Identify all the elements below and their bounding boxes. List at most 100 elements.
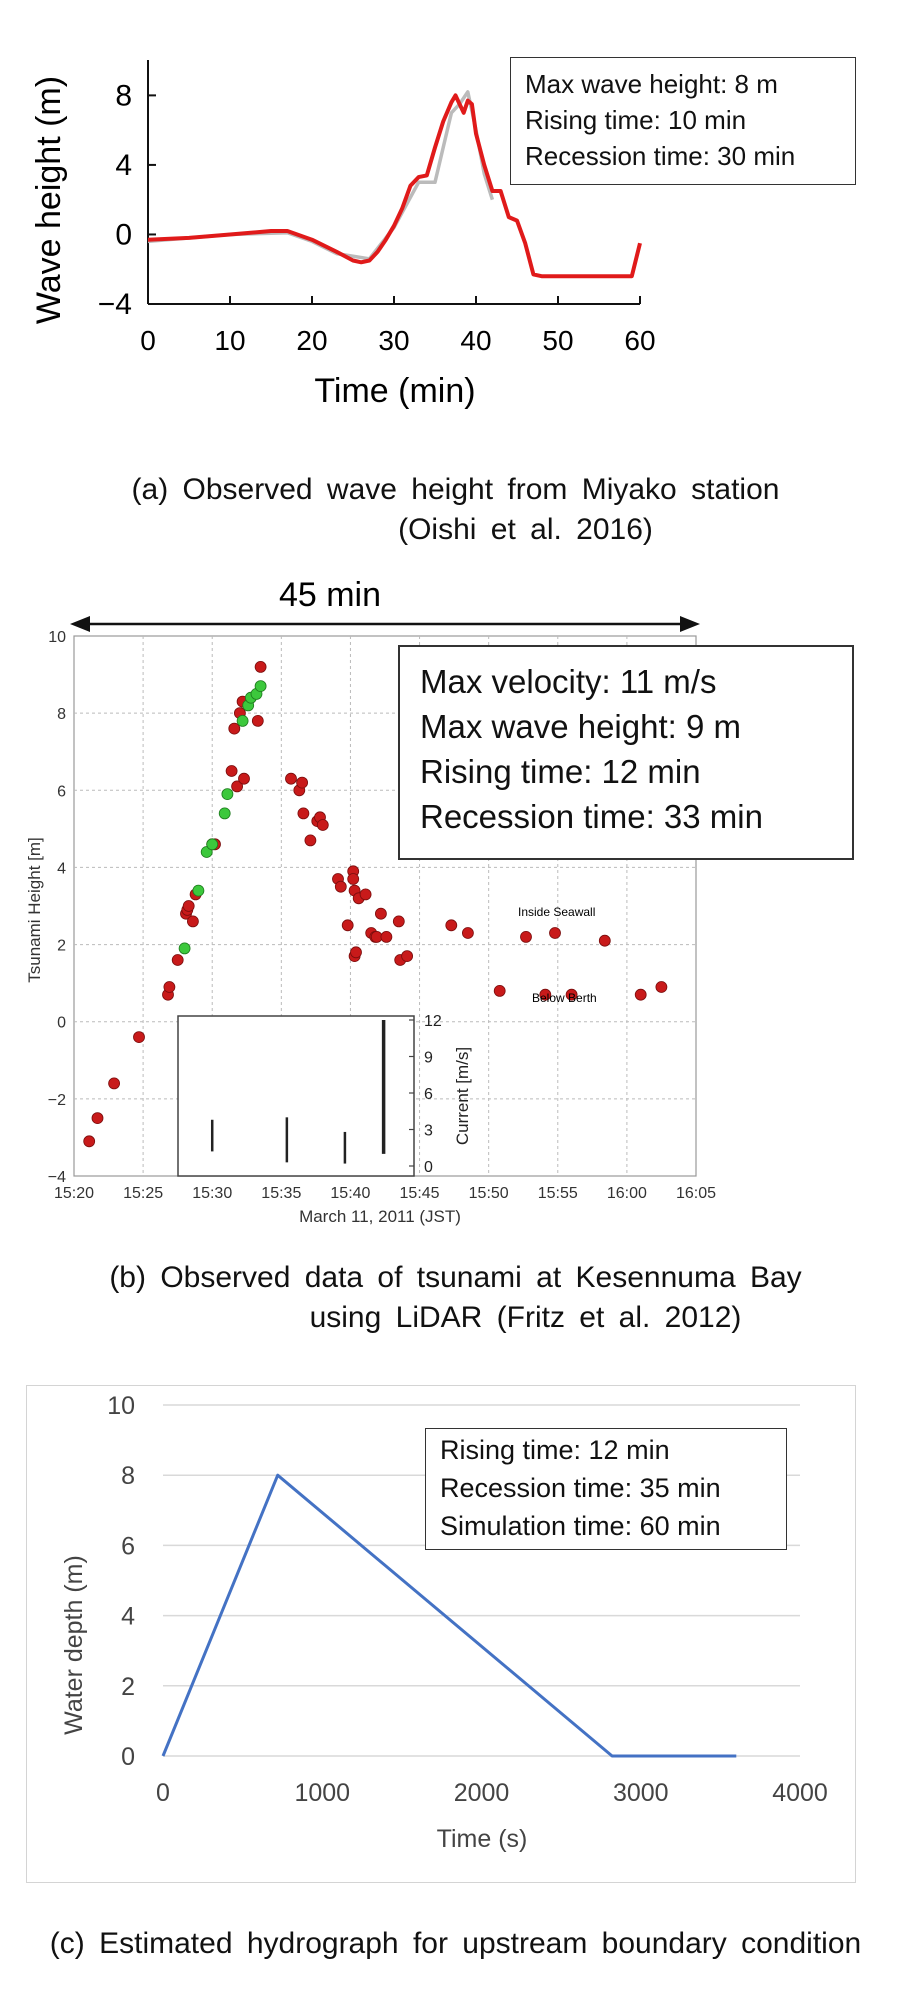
chart-a-grey-series-line: [147, 90, 495, 261]
chart-a-x-tick-label: 30: [378, 325, 409, 356]
red-data-point: [254, 661, 267, 673]
chart-c-y-tick-label: 4: [121, 1603, 135, 1631]
chart-c-x-tick-label: 3000: [613, 1779, 669, 1807]
chart-a-y-tick-label: 0: [115, 218, 132, 251]
red-data-point: [186, 915, 199, 928]
red-data-point: [228, 722, 241, 735]
red-data-point: [461, 927, 474, 939]
chart-c-hydrograph-line: [161, 1473, 737, 1758]
chart-c-x-tick-label: 4000: [772, 1779, 828, 1807]
green-data-point: [206, 838, 219, 851]
red-data-point: [316, 819, 329, 831]
red-data-point: [334, 880, 347, 893]
green-data-point: [192, 884, 205, 897]
chart-b-x-tick-label: 15:25: [123, 1185, 163, 1202]
inset-y-tick-label: 0: [424, 1159, 433, 1176]
chart-b-y-label: Tsunami Height [m]: [25, 837, 44, 983]
red-data-point: [445, 919, 458, 932]
chart-b-x-tick-label: 15:50: [469, 1185, 509, 1202]
red-data-point: [83, 1135, 96, 1148]
red-data-point: [225, 765, 238, 777]
red-data-point: [171, 954, 184, 966]
green-data-point: [178, 942, 191, 955]
chart-c-hydrograph: 10 8 6 4 2 00 1000 2000 3000 4000 Water depth (m)…: [60, 1392, 828, 1853]
chart-b-info-line: Recession time: 33 min: [420, 798, 763, 835]
red-data-point: [163, 981, 176, 993]
chart-a-y-tick-label: 8: [115, 79, 132, 112]
chart-a-y-tick-label: −4: [98, 288, 132, 321]
red-data-point: [251, 714, 264, 727]
red-data-point: [238, 772, 250, 785]
chart-c-y-tick-label: 8: [121, 1462, 135, 1490]
region-label-inside-seawall: Inside Seawall: [518, 905, 595, 919]
red-data-point: [231, 780, 244, 793]
red-data-point: [296, 776, 309, 789]
chart-c-x-tick-label: 1000: [294, 1779, 350, 1807]
chart-a-info-line: Max wave height: 8 m: [525, 69, 778, 99]
chart-a-x-tick-label: 60: [624, 325, 655, 356]
chart-c-y-tick-label: 6: [121, 1532, 135, 1560]
chart-b-x-tick-label: 15:35: [261, 1185, 301, 1202]
chart-c-info-line: Simulation time: 60 min: [440, 1511, 721, 1541]
inset-y-tick-label: 6: [424, 1086, 433, 1103]
current-inset-frame: [177, 1015, 415, 1177]
chart-b-x-tick-label: 15:40: [330, 1185, 370, 1202]
chart-a-x-tick-label: 20: [296, 325, 327, 356]
chart-a-y-tick-label: 4: [115, 149, 132, 182]
red-data-point: [493, 984, 506, 997]
red-data-point: [350, 946, 362, 959]
chart-b-y-tick-label: −4: [48, 1169, 66, 1186]
red-data-point: [401, 950, 414, 963]
chart-a-info-line: Recession time: 30 min: [525, 141, 796, 171]
chart-b-info-line: Max velocity: 11 m/s: [420, 663, 717, 700]
red-data-point: [304, 834, 317, 847]
chart-c-y-tick-label: 2: [121, 1673, 135, 1701]
chart-b-x-tick-label: 15:45: [400, 1185, 440, 1202]
chart-c-info-box: Rising time: 12 min Recession time: 35 m…: [425, 1428, 787, 1550]
red-data-point: [634, 988, 647, 1001]
red-data-point: [565, 988, 578, 1001]
chart-b-y-tick-label: 6: [57, 783, 66, 800]
chart-c-y-label: Water depth (m): [60, 1555, 88, 1735]
caption-b-line2: using LiDAR (Fritz et al. 2012): [309, 1301, 742, 1334]
duration-arrow: [70, 616, 700, 632]
chart-b-x-tick-label: 15:20: [54, 1185, 94, 1202]
red-data-point: [341, 919, 354, 932]
green-data-point: [221, 788, 234, 801]
chart-b-y-tick-label: 8: [57, 706, 66, 723]
red-data-point: [359, 888, 372, 901]
red-data-point: [297, 807, 310, 820]
red-data-point: [285, 772, 297, 785]
red-data-point: [133, 1031, 145, 1044]
inset-y-label: Current [m/s]: [453, 1047, 472, 1145]
red-data-point: [392, 915, 405, 928]
chart-b-y-tick-label: 2: [57, 938, 66, 955]
chart-a-x-tick-label: 0: [140, 325, 156, 356]
region-label-below-berth: Below Berth: [532, 991, 597, 1005]
caption-a-line1: (a) Observed wave height from Miyako sta…: [131, 473, 780, 506]
chart-c-info-line: Rising time: 12 min: [440, 1435, 670, 1465]
caption-c-line1: (c) Estimated hydrograph for upstream bo…: [49, 1927, 862, 1960]
chart-c-x-tick-label: 2000: [454, 1779, 510, 1807]
caption-a-line2: (Oishi et al. 2016): [398, 513, 653, 546]
chart-a-x-tick-label: 10: [214, 325, 245, 356]
red-data-point: [347, 873, 360, 885]
chart-b-y-tick-label: −2: [48, 1092, 66, 1109]
chart-c-info-line: Recession time: 35 min: [440, 1473, 721, 1503]
chart-c-x-tick-label: 0: [156, 1779, 170, 1807]
green-data-point: [236, 714, 249, 727]
chart-b-x-tick-label: 15:30: [192, 1185, 232, 1202]
chart-c-y-tick-label: 10: [107, 1392, 135, 1420]
red-data-point: [598, 934, 611, 947]
red-data-point: [549, 927, 561, 939]
chart-a-x-label: Time (min): [314, 372, 475, 410]
red-data-point: [539, 988, 552, 1001]
red-data-point: [380, 930, 393, 943]
chart-a-x-tick-label: 50: [542, 325, 573, 356]
chart-a-info-line: Rising time: 10 min: [525, 105, 747, 135]
inset-y-tick-label: 12: [424, 1013, 442, 1030]
chart-b-x-tick-label: 16:00: [607, 1185, 647, 1202]
chart-b-y-tick-label: 0: [57, 1015, 66, 1032]
chart-b-info-box: Max velocity: 11 m/s Max wave height: 9 …: [398, 645, 854, 860]
